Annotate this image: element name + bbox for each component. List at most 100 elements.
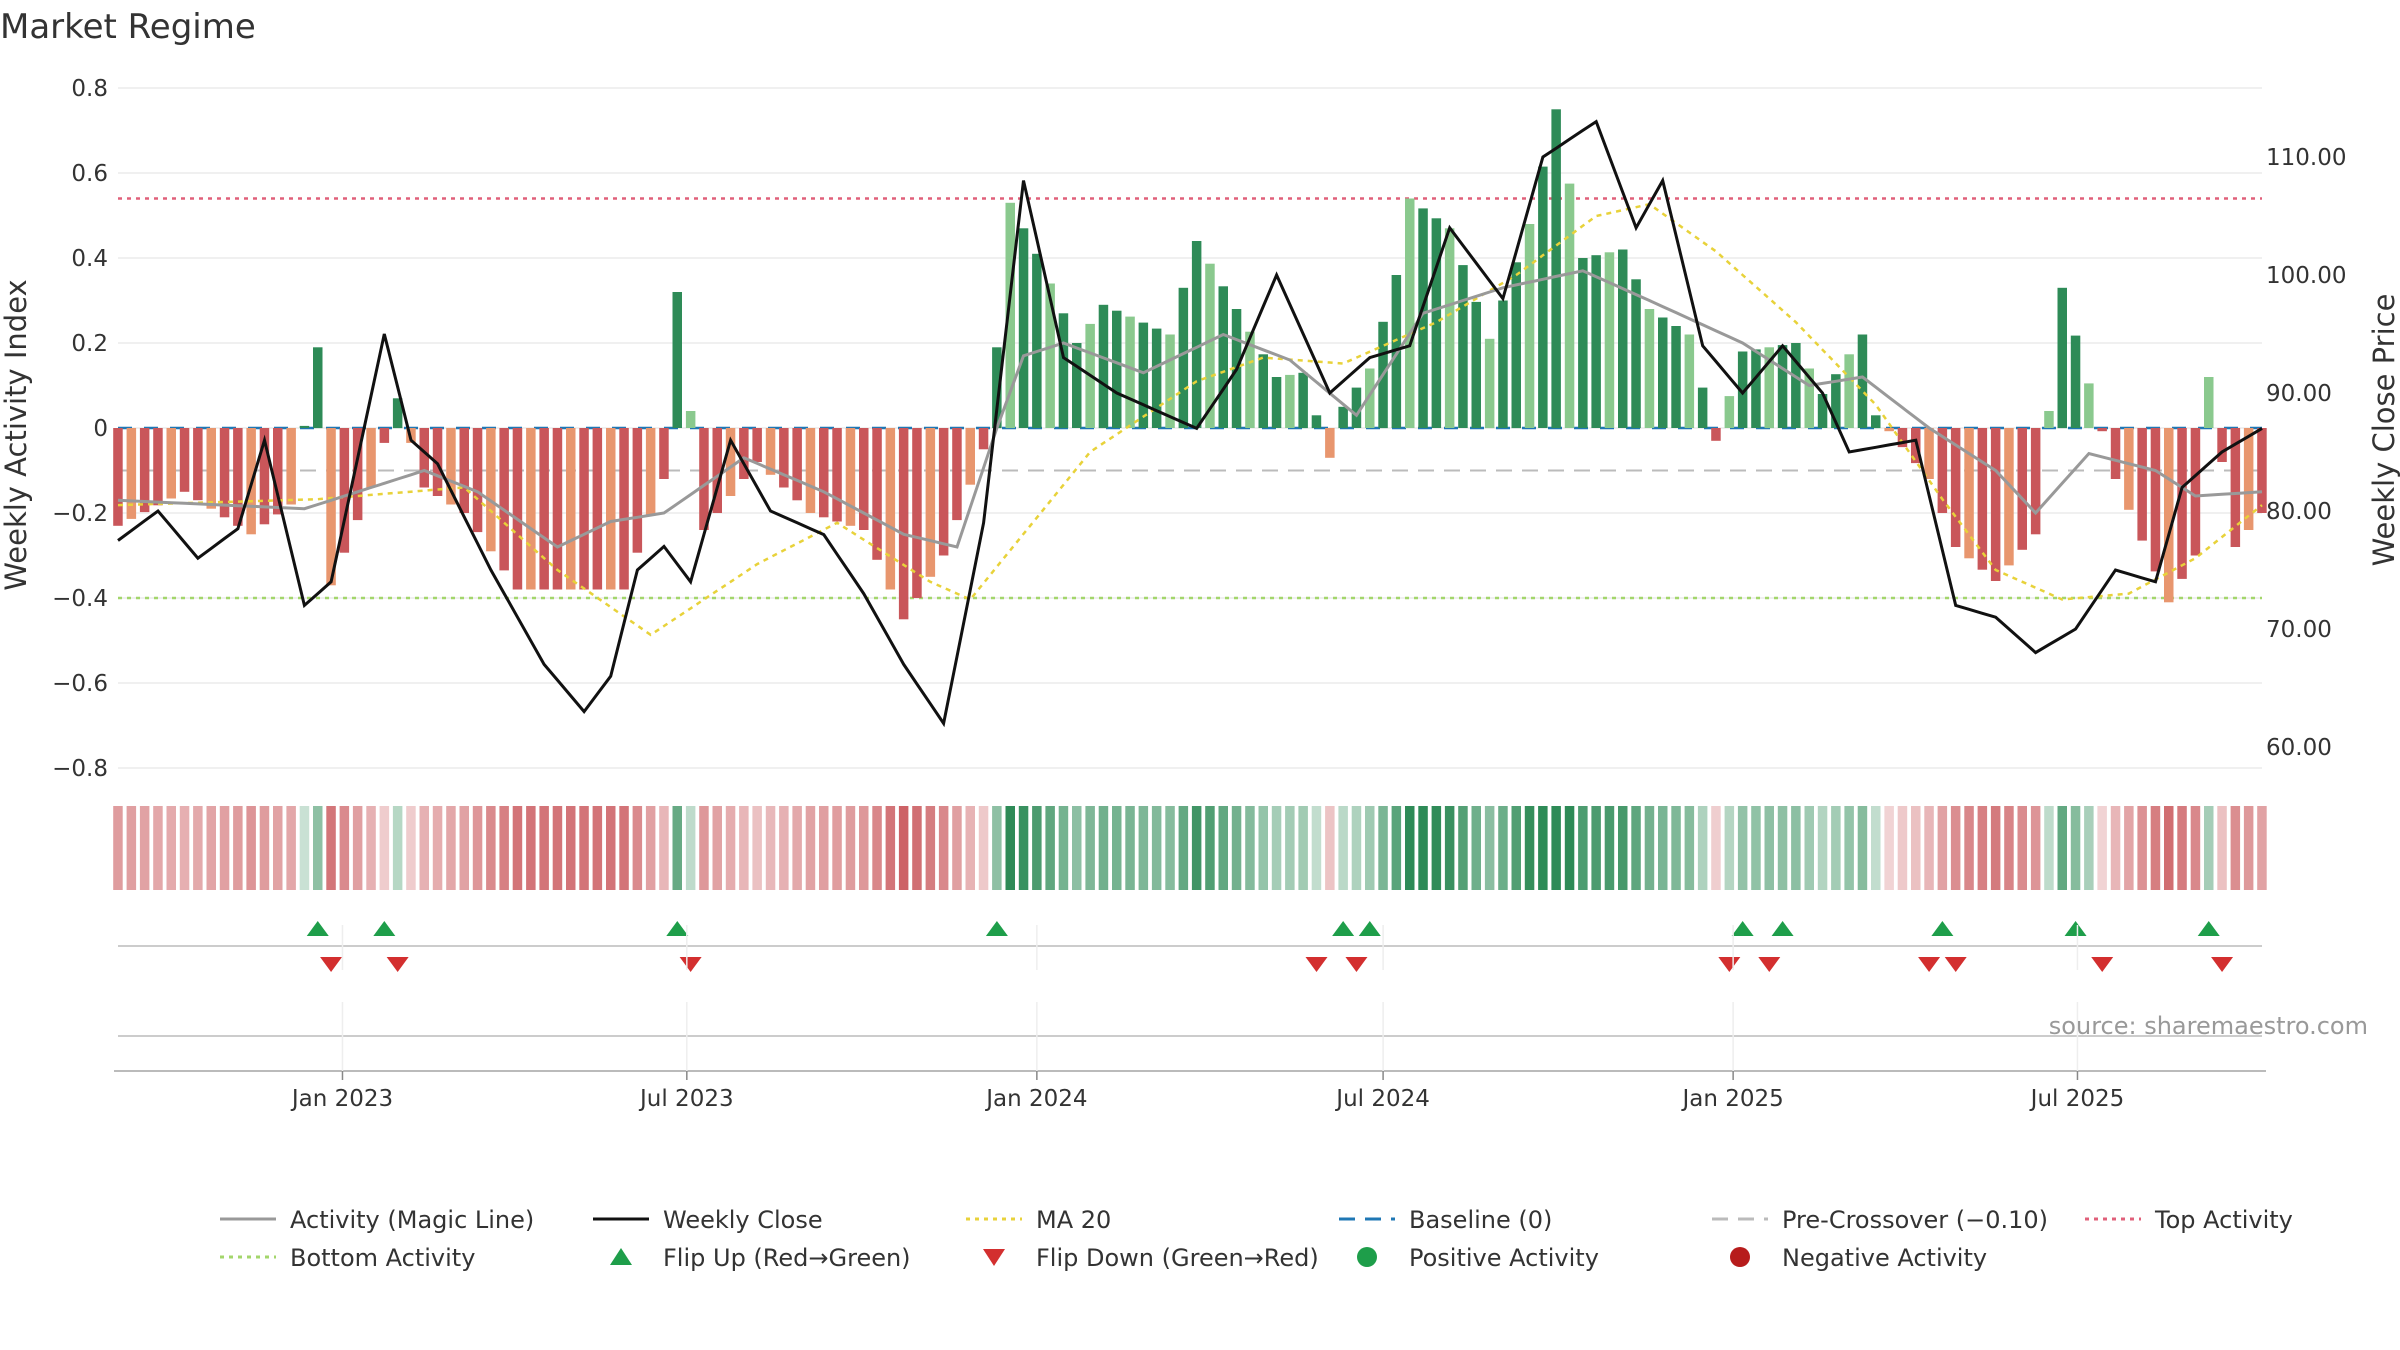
activity-bar <box>1538 166 1548 428</box>
strip-cell <box>2243 806 2254 890</box>
legend-label: Flip Up (Red→Green) <box>663 1244 911 1272</box>
activity-bar <box>592 428 603 590</box>
strip-cell <box>1298 806 1308 890</box>
y2-axis-ticks: 110.00 100.00 90.00 80.00 70.00 60.00 <box>2266 145 2346 761</box>
legend-label: Positive Activity <box>1409 1244 1599 1272</box>
strip-cell <box>1857 806 1868 890</box>
strip-cell <box>819 806 829 890</box>
strip-cell <box>1950 806 1961 890</box>
flip-down-marker <box>679 957 702 972</box>
strip-cell <box>725 806 736 890</box>
flip-down-marker <box>1718 957 1741 972</box>
strip-cell <box>1311 806 1322 890</box>
strip-cell <box>1005 806 1015 890</box>
activity-bar <box>952 428 962 521</box>
activity-bar <box>1777 345 1788 428</box>
legend-label: Baseline (0) <box>1409 1206 1552 1234</box>
strip-cell <box>2164 806 2174 890</box>
activity-bar <box>286 428 296 505</box>
strip-cell <box>672 806 682 890</box>
activity-bar <box>672 292 682 428</box>
flip-down-marker <box>2211 957 2234 972</box>
activity-bar <box>446 428 456 505</box>
activity-bar <box>725 428 736 496</box>
activity-bar <box>1644 309 1655 428</box>
activity-bar <box>1165 334 1175 428</box>
y2-tick-label: 80.00 <box>2266 499 2332 525</box>
flip-up-marker <box>2064 921 2087 936</box>
legend-label: Pre-Crossover (−0.10) <box>1782 1206 2048 1234</box>
strip-cell <box>1564 806 1575 890</box>
chart-title: Market Regime <box>0 7 256 47</box>
strip-cell <box>606 806 616 890</box>
activity-bar <box>1271 377 1282 428</box>
activity-bar <box>1751 349 1761 428</box>
activity-bar <box>1311 415 1322 429</box>
activity-bar <box>1405 198 1415 428</box>
activity-bar <box>2217 428 2227 462</box>
strip-cell <box>1897 806 1908 890</box>
flip-down-marker <box>1345 957 1368 972</box>
activity-bar <box>2257 428 2267 513</box>
activity-bar <box>486 428 496 552</box>
activity-bar <box>1564 183 1575 428</box>
strip-cell <box>592 806 603 890</box>
strip-cell <box>1391 806 1402 890</box>
activity-bar <box>699 428 709 530</box>
strip-cell <box>1977 806 1988 890</box>
activity-bar <box>1578 258 1588 428</box>
strip-cell <box>712 806 722 890</box>
activity-bar <box>1138 322 1149 428</box>
strip-cell <box>1777 806 1788 890</box>
legend-item: Bottom Activity <box>220 1244 475 1272</box>
activity-bar <box>1737 351 1748 428</box>
strip-cell <box>459 806 469 890</box>
strip-cell <box>193 806 203 890</box>
strip-cell <box>2017 806 2027 890</box>
legend-swatch-tri-up <box>610 1248 632 1265</box>
activity-bar <box>379 428 390 443</box>
activity-bar <box>978 428 989 450</box>
strip-cell <box>1125 806 1135 890</box>
activity-bar <box>299 425 310 428</box>
activity-bar <box>1711 428 1721 441</box>
ma20-line <box>117 202 2263 637</box>
activity-bar <box>965 428 975 485</box>
legend-label: Activity (Magic Line) <box>290 1206 534 1234</box>
activity-bar <box>313 347 323 429</box>
activity-bar <box>712 428 722 513</box>
strip-cell <box>1924 806 1934 890</box>
strip-cell <box>739 806 749 890</box>
activity-bar <box>938 428 949 556</box>
legend-swatch-dot <box>1730 1247 1750 1267</box>
strip-cell <box>579 806 589 890</box>
strip-cell <box>286 806 296 890</box>
activity-bar <box>2070 335 2081 428</box>
strip-cell <box>1191 806 1202 890</box>
y2-tick-label: 110.00 <box>2266 145 2346 171</box>
y-tick-label: −0.4 <box>52 586 108 612</box>
activity-bar <box>1298 372 1308 429</box>
y-tick-label: 0 <box>93 416 108 442</box>
legend-swatch-dot <box>1357 1247 1377 1267</box>
weekly-close-line <box>117 119 2263 728</box>
activity-bar <box>193 428 203 501</box>
strip-cell <box>832 806 842 890</box>
legend-item: MA 20 <box>966 1206 1111 1234</box>
strip-cell <box>845 806 856 890</box>
strip-cell <box>179 806 190 890</box>
activity-bar <box>233 428 243 526</box>
activity-bar <box>1604 252 1615 428</box>
strip-cell <box>1604 806 1615 890</box>
y2-tick-label: 60.00 <box>2266 735 2332 761</box>
activity-bar <box>1205 263 1215 428</box>
x-axis: Jan 2023 Jul 2023 Jan 2024 Jul 2024 Jan 2025… <box>114 925 2266 1112</box>
strip-cell <box>898 806 909 890</box>
legend-item: Activity (Magic Line) <box>220 1206 534 1234</box>
strip-cell <box>699 806 709 890</box>
flip-up-marker <box>2197 921 2220 936</box>
strip-cell <box>2030 806 2041 890</box>
activity-bar <box>1072 343 1082 428</box>
strip-cell <box>1045 806 1055 890</box>
strip-cell <box>872 806 882 890</box>
